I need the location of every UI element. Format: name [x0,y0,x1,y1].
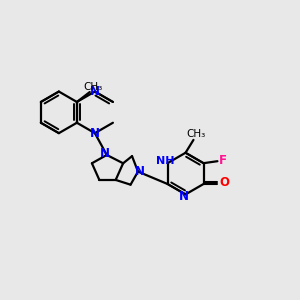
Text: O: O [219,176,230,190]
Text: F: F [219,154,227,167]
Text: CH₃: CH₃ [187,129,206,139]
Text: NH: NH [156,156,175,166]
Text: CH₃: CH₃ [83,82,102,92]
Text: N: N [90,127,100,140]
Text: N: N [135,165,145,178]
Text: N: N [90,85,100,98]
Text: N: N [100,148,110,160]
Text: N: N [178,190,189,203]
